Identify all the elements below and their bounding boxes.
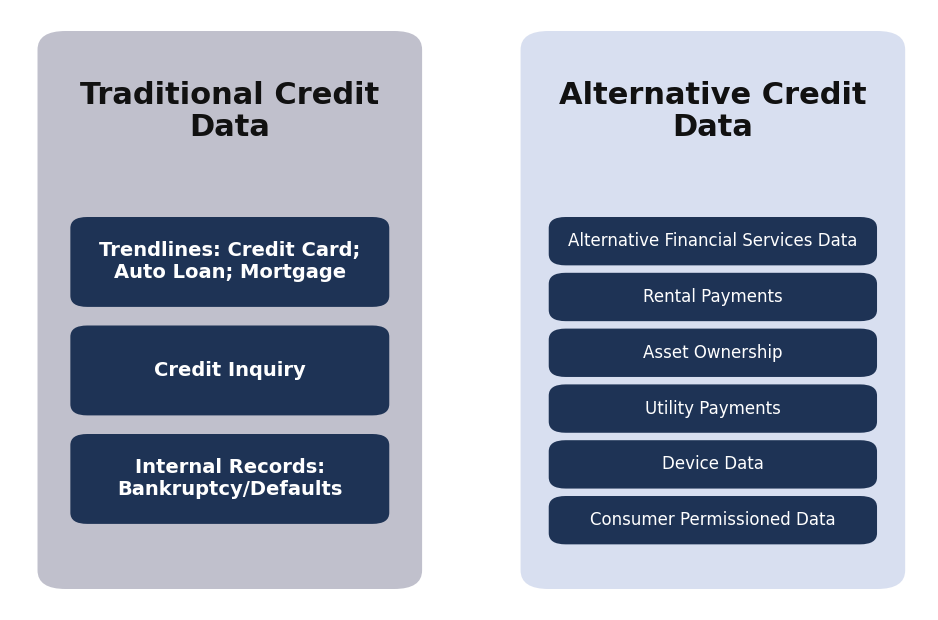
Text: Device Data: Device Data [662, 455, 764, 474]
Text: Asset Ownership: Asset Ownership [643, 343, 782, 362]
FancyBboxPatch shape [549, 440, 877, 489]
FancyBboxPatch shape [549, 273, 877, 321]
FancyBboxPatch shape [70, 434, 389, 524]
Text: Internal Records:
Bankruptcy/Defaults: Internal Records: Bankruptcy/Defaults [117, 458, 342, 500]
Text: Trendlines: Credit Card;
Auto Loan; Mortgage: Trendlines: Credit Card; Auto Loan; Mort… [99, 241, 360, 283]
Text: Credit Inquiry: Credit Inquiry [154, 361, 306, 380]
FancyBboxPatch shape [521, 31, 905, 589]
FancyBboxPatch shape [38, 31, 422, 589]
FancyBboxPatch shape [549, 384, 877, 433]
Text: Alternative Credit
Data: Alternative Credit Data [559, 81, 867, 142]
FancyBboxPatch shape [549, 329, 877, 377]
FancyBboxPatch shape [549, 217, 877, 265]
FancyBboxPatch shape [70, 326, 389, 415]
Text: Utility Payments: Utility Payments [645, 399, 780, 418]
Text: Alternative Financial Services Data: Alternative Financial Services Data [568, 232, 857, 250]
Text: Rental Payments: Rental Payments [643, 288, 782, 306]
Text: Traditional Credit
Data: Traditional Credit Data [80, 81, 380, 142]
FancyBboxPatch shape [70, 217, 389, 307]
FancyBboxPatch shape [549, 496, 877, 544]
Text: Consumer Permissioned Data: Consumer Permissioned Data [590, 511, 836, 529]
